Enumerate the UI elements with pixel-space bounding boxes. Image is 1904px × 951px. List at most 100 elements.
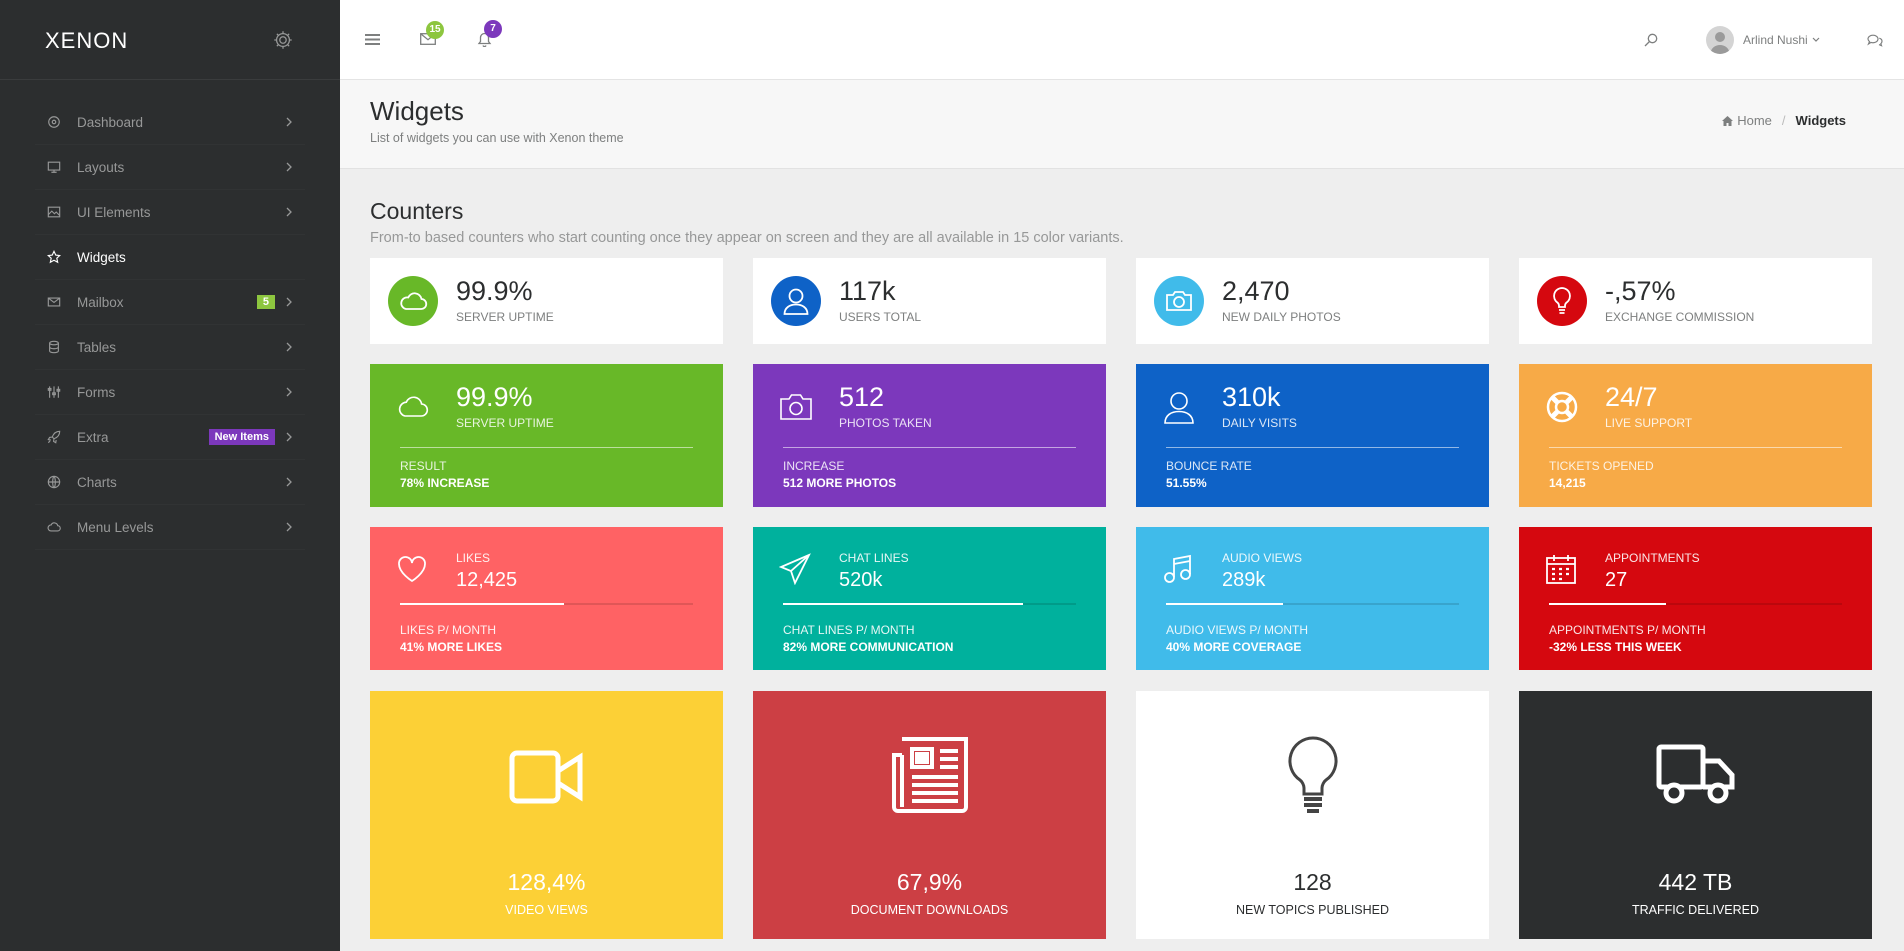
sidebar-item-label: Charts bbox=[77, 474, 117, 490]
footer-value: 14,215 bbox=[1549, 476, 1586, 490]
sidebar-item-label: UI Elements bbox=[77, 204, 151, 220]
counter-card-users-total: 117k USERS TOTAL bbox=[753, 258, 1106, 344]
sidebar-item-widgets[interactable]: Widgets bbox=[35, 235, 305, 280]
chevron-right-icon bbox=[286, 162, 292, 172]
truck-icon bbox=[1656, 744, 1734, 804]
sidebar-item-mailbox[interactable]: Mailbox 5 bbox=[35, 280, 305, 325]
stat-card-new-topics-published: 128 NEW TOPICS PUBLISHED bbox=[1136, 691, 1489, 939]
star-icon bbox=[47, 250, 61, 264]
stat-label: TRAFFIC DELIVERED bbox=[1631, 903, 1760, 917]
sidebar-item-label: Mailbox bbox=[77, 294, 124, 310]
sidebar-item-menu-levels[interactable]: Menu Levels bbox=[35, 505, 305, 550]
messages-count-badge: 15 bbox=[426, 21, 444, 39]
sidebar-item-extra[interactable]: Extra New Items bbox=[35, 415, 305, 460]
progress-fill bbox=[400, 603, 565, 605]
progress-label: LIKES bbox=[456, 551, 491, 565]
user-menu[interactable]: Arlind Nushi bbox=[1706, 26, 1820, 54]
counter-icon-circle bbox=[771, 276, 821, 326]
progress-track bbox=[1166, 603, 1459, 605]
stat-value: 128,4% bbox=[507, 869, 586, 895]
footer-label: LIKES P/ MONTH bbox=[400, 623, 497, 637]
breadcrumb-separator: / bbox=[1781, 113, 1786, 128]
footer-label: INCREASE bbox=[783, 459, 845, 473]
gear-icon[interactable] bbox=[272, 29, 294, 51]
counter-value: 24/7 bbox=[1605, 382, 1658, 412]
sidebar-item-layouts[interactable]: Layouts bbox=[35, 145, 305, 190]
counter-value: 2,470 bbox=[1222, 276, 1290, 306]
lightbulb-icon bbox=[1553, 287, 1571, 314]
counter-icon-circle bbox=[388, 276, 438, 326]
monitor-icon bbox=[47, 161, 61, 173]
counter-icon-circle bbox=[1537, 276, 1587, 326]
chat-icon[interactable] bbox=[1867, 33, 1883, 47]
stat-card-video-views: 128,4% VIDEO VIEWS bbox=[370, 691, 723, 939]
counter-label: LIVE SUPPORT bbox=[1605, 416, 1693, 430]
counter-card-photos-taken: 512 PHOTOS TAKEN INCREASE 512 MORE PHOTO… bbox=[753, 364, 1106, 507]
stat-value: 128 bbox=[1293, 869, 1332, 895]
stat-card-document-downloads: 67,9% DOCUMENT DOWNLOADS bbox=[753, 691, 1106, 939]
counter-label: PHOTOS TAKEN bbox=[839, 416, 932, 430]
footer-value: 78% INCREASE bbox=[400, 476, 490, 490]
sidebar-item-label: Menu Levels bbox=[77, 519, 154, 535]
sidebar-item-forms[interactable]: Forms bbox=[35, 370, 305, 415]
progress-fill bbox=[1166, 603, 1284, 605]
sidebar-item-ui-elements[interactable]: UI Elements bbox=[35, 190, 305, 235]
section-subtitle: From-to based counters who start countin… bbox=[370, 230, 1124, 246]
progress-card-likes: LIKES 12,425 LIKES P/ MONTH 41% MORE LIK… bbox=[370, 527, 723, 670]
chevron-right-icon bbox=[286, 387, 292, 397]
sidebar-item-tables[interactable]: Tables bbox=[35, 325, 305, 370]
divider bbox=[1549, 447, 1842, 448]
chevron-right-icon bbox=[286, 342, 292, 352]
cloud-icon bbox=[398, 396, 429, 417]
sidebar-header: XENON bbox=[0, 0, 340, 80]
mailbox-count-badge: 5 bbox=[256, 295, 275, 309]
video-camera-icon bbox=[509, 750, 582, 804]
progress-value: 289k bbox=[1222, 569, 1266, 591]
sidebar: XENON Dashboard Layouts UI Elements Widg… bbox=[0, 0, 340, 951]
chevron-right-icon bbox=[286, 432, 292, 442]
counter-card-new-daily-photos: 2,470 NEW DAILY PHOTOS bbox=[1136, 258, 1489, 344]
stat-label: NEW TOPICS PUBLISHED bbox=[1235, 903, 1390, 917]
progress-value: 27 bbox=[1605, 569, 1628, 591]
camera-icon bbox=[1166, 291, 1192, 311]
footer-value: 512 MORE PHOTOS bbox=[783, 476, 897, 490]
counter-icon-circle bbox=[1154, 276, 1204, 326]
progress-card-appointments: APPOINTMENTS 27 APPOINTMENTS P/ MONTH -3… bbox=[1519, 527, 1872, 670]
counter-label: USERS TOTAL bbox=[839, 310, 922, 324]
progress-fill bbox=[783, 603, 1024, 605]
stat-value: 442 TB bbox=[1658, 869, 1733, 895]
progress-label: CHAT LINES bbox=[839, 551, 909, 565]
counter-card-exchange-commission: -,57% EXCHANGE COMMISSION bbox=[1519, 258, 1872, 344]
logo[interactable]: XENON bbox=[45, 28, 129, 53]
footer-value: 51.55% bbox=[1166, 476, 1207, 490]
progress-value: 12,425 bbox=[456, 569, 518, 591]
counter-label: SERVER UPTIME bbox=[456, 310, 554, 324]
page-title-bar: Widgets List of widgets you can use with… bbox=[340, 80, 1904, 169]
progress-track bbox=[1549, 603, 1842, 605]
counter-label: EXCHANGE COMMISSION bbox=[1605, 310, 1755, 324]
hamburger-menu-icon[interactable] bbox=[365, 33, 380, 46]
database-icon bbox=[49, 340, 59, 354]
counter-card-server-uptime: 99.9% SERVER UPTIME bbox=[370, 258, 723, 344]
footer-value: 41% MORE LIKES bbox=[400, 640, 503, 654]
heart-icon bbox=[398, 556, 426, 583]
user-name: Arlind Nushi bbox=[1743, 33, 1808, 47]
search-icon[interactable] bbox=[1644, 33, 1658, 47]
counter-label: DAILY VISITS bbox=[1222, 416, 1297, 430]
breadcrumb-home[interactable]: Home bbox=[1737, 113, 1772, 128]
counter-value: 117k bbox=[839, 276, 896, 306]
sidebar-item-label: Tables bbox=[77, 339, 117, 355]
sidebar-item-label: Forms bbox=[77, 384, 116, 400]
sidebar-item-label: Dashboard bbox=[77, 114, 144, 130]
divider bbox=[400, 447, 693, 448]
chevron-down-icon bbox=[1812, 37, 1820, 42]
counter-value: 512 bbox=[839, 382, 885, 412]
new-items-badge: New Items bbox=[208, 429, 275, 445]
sidebar-item-charts[interactable]: Charts bbox=[35, 460, 305, 505]
paper-plane-icon bbox=[779, 553, 811, 585]
stat-label: VIDEO VIEWS bbox=[505, 903, 588, 917]
breadcrumb: Home / Widgets bbox=[1722, 113, 1846, 128]
user-icon bbox=[1164, 392, 1194, 424]
divider bbox=[783, 447, 1076, 448]
sidebar-item-dashboard[interactable]: Dashboard bbox=[35, 100, 305, 145]
